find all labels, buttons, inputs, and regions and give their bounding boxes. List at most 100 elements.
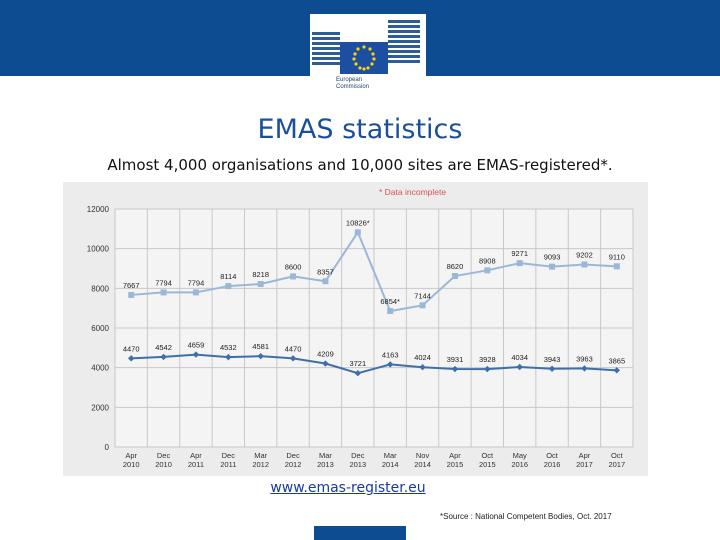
data-label-organisations: 4470: [123, 344, 140, 353]
data-point-sites: [581, 261, 588, 268]
data-label-organisations: 4532: [220, 343, 237, 352]
data-label-organisations: 4034: [511, 353, 528, 362]
x-tick-label-year: 2016: [511, 460, 528, 469]
data-label-sites: 9093: [544, 253, 561, 262]
page-title: EMAS statistics: [257, 114, 463, 145]
data-label-sites: 8908: [479, 256, 496, 265]
data-point-sites: [387, 308, 394, 315]
series-line-sites: [131, 230, 617, 313]
data-label-organisations: 4542: [155, 343, 172, 352]
x-tick-label-month: Mar: [384, 451, 397, 460]
data-point-sites: [451, 273, 458, 280]
series-line-organisations: [131, 353, 617, 375]
data-point-organisations: [192, 351, 200, 358]
x-tick-label-year: 2011: [220, 460, 236, 469]
data-label-organisations: 3943: [544, 355, 561, 364]
chart-note: * Data incomplete: [379, 187, 446, 197]
data-label-organisations: 4024: [414, 353, 431, 362]
data-point-organisations: [484, 365, 491, 373]
x-tick-label-year: 2012: [285, 460, 302, 469]
bottom-flag-band: [314, 526, 406, 540]
data-label-organisations: 3963: [576, 354, 593, 363]
data-label-organisations: 4209: [317, 350, 334, 359]
x-tick-label-year: 2013: [349, 460, 366, 469]
data-point-organisations: [516, 363, 523, 371]
y-tick-label: 10000: [87, 245, 110, 254]
commission-wordmark: European Commission: [336, 77, 369, 91]
emas-register-link[interactable]: www.emas-register.eu: [270, 480, 426, 496]
x-tick-label-month: Mar: [254, 451, 267, 460]
data-point-organisations: [613, 367, 621, 374]
data-point-organisations: [257, 352, 264, 360]
data-point-sites: [549, 263, 556, 270]
x-tick-label-year: 2015: [479, 460, 496, 469]
data-label-sites: 8620: [447, 262, 464, 271]
data-point-sites: [419, 302, 426, 309]
data-point-organisations: [451, 365, 459, 373]
y-tick-label: 0: [105, 443, 110, 452]
x-tick-label-year: 2013: [317, 460, 334, 469]
x-tick-label-month: May: [513, 451, 527, 460]
x-tick-label-month: Apr: [125, 451, 137, 460]
data-point-sites: [354, 229, 361, 236]
x-tick-label-month: Nov: [416, 451, 430, 460]
x-tick-label-month: Oct: [611, 451, 624, 460]
data-point-sites: [160, 289, 167, 296]
data-point-sites: [516, 260, 523, 267]
data-label-organisations: 3928: [479, 355, 496, 364]
data-label-sites: 10826*: [346, 218, 370, 227]
x-tick-label-year: 2012: [252, 460, 269, 469]
data-point-sites: [225, 283, 232, 290]
x-tick-label-year: 2017: [576, 460, 593, 469]
data-label-sites: 7794: [155, 278, 172, 287]
y-tick-label: 6000: [91, 324, 109, 333]
chart-panel: 0 2000 4000 6000 8000 10000 12000 Apr 2010 Dec 201…: [63, 182, 648, 476]
x-tick-label-month: Apr: [190, 451, 202, 460]
data-label-sites: 9202: [576, 250, 593, 259]
data-label-sites: 8114: [220, 272, 236, 281]
x-tick-label-month: Dec: [157, 451, 171, 460]
data-point-organisations: [160, 353, 167, 361]
data-label-organisations: 3865: [608, 356, 625, 365]
data-label-organisations: 4470: [285, 344, 302, 353]
data-point-organisations: [419, 363, 426, 371]
x-tick-label-year: 2010: [155, 460, 172, 469]
page-subtitle: Almost 4,000 organisations and 10,000 si…: [107, 156, 613, 174]
data-point-organisations: [386, 361, 394, 368]
x-tick-label-year: 2016: [544, 460, 561, 469]
y-tick-label: 8000: [91, 284, 109, 293]
data-label-sites: 9271: [511, 249, 528, 258]
y-tick-label: 12000: [87, 205, 110, 214]
x-tick-label-month: Dec: [286, 451, 300, 460]
data-label-organisations: 4163: [382, 350, 399, 359]
european-commission-logo: [310, 14, 426, 100]
data-label-organisations: 4581: [252, 342, 269, 351]
data-point-organisations: [322, 360, 329, 367]
data-point-sites: [290, 273, 297, 280]
x-tick-label-month: Dec: [351, 451, 365, 460]
y-tick-label: 2000: [91, 403, 109, 412]
x-tick-label-year: 2015: [447, 460, 464, 469]
data-label-sites: 7667: [123, 281, 140, 290]
x-tick-label-year: 2017: [608, 460, 625, 469]
data-label-sites: 8357: [317, 267, 334, 276]
x-tick-label-month: Dec: [222, 451, 236, 460]
data-label-organisations: 3721: [349, 359, 366, 368]
data-point-sites: [257, 281, 264, 288]
data-label-organisations: 4659: [188, 341, 205, 350]
x-tick-label-year: 2010: [123, 460, 140, 469]
data-label-sites: 6854*: [380, 297, 400, 306]
x-tick-label-month: Apr: [449, 451, 461, 460]
data-point-sites: [484, 267, 491, 274]
x-tick-label-month: Oct: [546, 451, 559, 460]
org-line-2: Commission: [336, 84, 370, 90]
data-point-sites: [322, 278, 329, 285]
data-label-sites: 8218: [252, 270, 269, 279]
x-tick-label-month: Oct: [481, 451, 494, 460]
commission-building-icon: [312, 20, 420, 74]
x-tick-label-month: Apr: [579, 451, 591, 460]
data-label-sites: 7794: [188, 278, 205, 287]
org-line-1: European: [336, 77, 363, 83]
data-label-organisations: 3931: [447, 355, 464, 364]
x-tick-label-year: 2011: [188, 460, 204, 469]
